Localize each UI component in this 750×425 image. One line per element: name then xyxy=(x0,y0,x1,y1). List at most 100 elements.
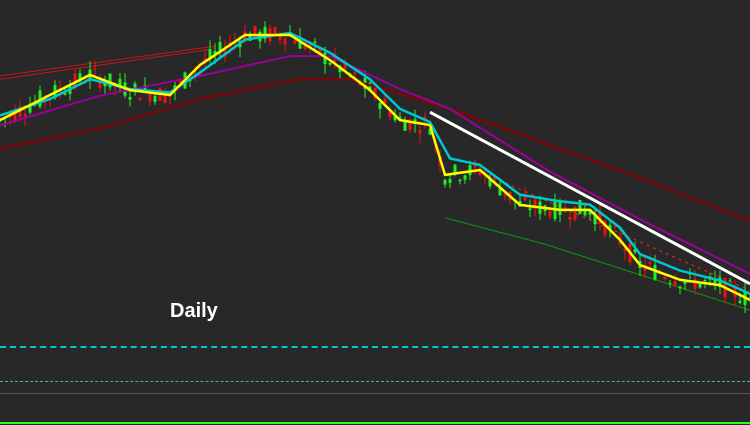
bear-candle xyxy=(373,87,377,99)
bear-candle xyxy=(548,211,552,217)
bear-candle xyxy=(163,91,167,103)
bull-candle xyxy=(728,280,732,282)
bull-candle xyxy=(398,116,402,119)
bull-candle xyxy=(213,50,217,56)
bull-candle xyxy=(448,179,452,183)
fast-ma-line xyxy=(0,33,750,302)
bull-candle xyxy=(208,49,212,60)
bear-candle xyxy=(643,265,647,271)
bear-candle xyxy=(303,43,307,49)
bear-candle xyxy=(93,68,97,70)
bear-candle xyxy=(148,92,152,102)
bear-candle xyxy=(308,42,312,48)
bull-candle xyxy=(528,208,532,211)
bull-candle xyxy=(453,164,457,173)
bull-candle xyxy=(133,83,137,88)
bull-candle xyxy=(153,96,157,102)
bear-candle xyxy=(318,47,322,56)
bear-candle xyxy=(523,196,527,200)
bull-candle xyxy=(463,175,467,180)
bull-candle xyxy=(218,41,222,51)
bear-candle xyxy=(13,109,17,121)
bull-candle xyxy=(498,188,502,196)
slow-ma-line xyxy=(0,55,750,275)
price-chart[interactable] xyxy=(0,0,750,330)
bull-candle xyxy=(443,179,447,185)
bull-candle xyxy=(683,280,687,284)
bear-candle xyxy=(623,248,627,252)
bull-candle xyxy=(63,92,67,95)
bear-candle xyxy=(418,130,422,134)
bull-candle xyxy=(328,62,332,65)
bull-candle xyxy=(588,210,592,215)
bear-candle xyxy=(493,177,497,180)
bear-candle xyxy=(243,31,247,42)
bear-candle xyxy=(253,25,257,35)
bull-candle xyxy=(313,41,317,43)
bear-candle xyxy=(503,193,507,197)
bull-candle xyxy=(718,277,722,288)
bull-candle xyxy=(468,165,472,176)
bear-candle xyxy=(383,98,387,103)
bull-candle xyxy=(713,279,717,283)
bear-candle xyxy=(648,262,652,264)
bull-candle xyxy=(703,280,707,282)
bull-candle xyxy=(583,208,587,216)
bull-candle xyxy=(698,282,702,288)
bear-candle xyxy=(663,277,667,280)
bull-candle xyxy=(738,300,742,304)
bull-candle xyxy=(558,200,562,216)
bear-candle xyxy=(568,217,572,220)
bull-candle xyxy=(668,282,672,284)
bull-candle xyxy=(393,114,397,121)
bull-candle xyxy=(108,73,112,88)
bear-candle xyxy=(533,199,537,209)
bear-candle xyxy=(478,170,482,175)
bear-candle xyxy=(603,220,607,235)
bull-candle xyxy=(128,96,132,100)
bear-candle xyxy=(203,58,207,62)
bull-candle xyxy=(103,82,107,87)
bull-candle xyxy=(428,128,432,135)
bull-candle xyxy=(263,26,267,39)
bull-candle xyxy=(488,178,492,187)
separator-line xyxy=(0,393,750,394)
bear-candle xyxy=(673,281,677,286)
bear-candle xyxy=(693,279,697,289)
bear-candle xyxy=(73,73,77,86)
bear-candle xyxy=(423,117,427,120)
bear-candle xyxy=(388,110,392,117)
bear-candle xyxy=(18,106,22,117)
support-line xyxy=(444,217,750,311)
bull-candle xyxy=(143,85,147,92)
bear-candle xyxy=(178,80,182,83)
timeframe-label: Daily xyxy=(170,300,218,322)
bear-candle xyxy=(613,225,617,228)
channel-upper xyxy=(0,45,216,77)
bull-candle xyxy=(78,73,82,82)
bear-candle xyxy=(138,97,142,101)
bear-candle xyxy=(278,35,282,40)
bull-candle xyxy=(653,264,657,280)
bull-candle xyxy=(403,121,407,131)
bull-candle xyxy=(608,224,612,230)
bull-candle xyxy=(378,103,382,109)
bottom-border xyxy=(0,422,750,424)
bear-candle xyxy=(273,27,277,34)
bear-candle xyxy=(408,119,412,130)
slowest-ma-line xyxy=(0,78,750,223)
trendline xyxy=(429,110,750,286)
level-line-upper xyxy=(0,346,750,348)
bull-candle xyxy=(678,286,682,289)
bear-candle xyxy=(343,62,347,70)
resistance-dashed xyxy=(479,171,750,291)
bear-candle xyxy=(598,210,602,224)
bear-candle xyxy=(353,72,357,75)
bull-candle xyxy=(38,90,42,107)
mid-ma-line xyxy=(0,31,750,295)
bull-candle xyxy=(458,179,462,182)
bull-candle xyxy=(368,82,372,92)
bull-candle xyxy=(578,200,582,214)
bear-candle xyxy=(283,38,287,45)
